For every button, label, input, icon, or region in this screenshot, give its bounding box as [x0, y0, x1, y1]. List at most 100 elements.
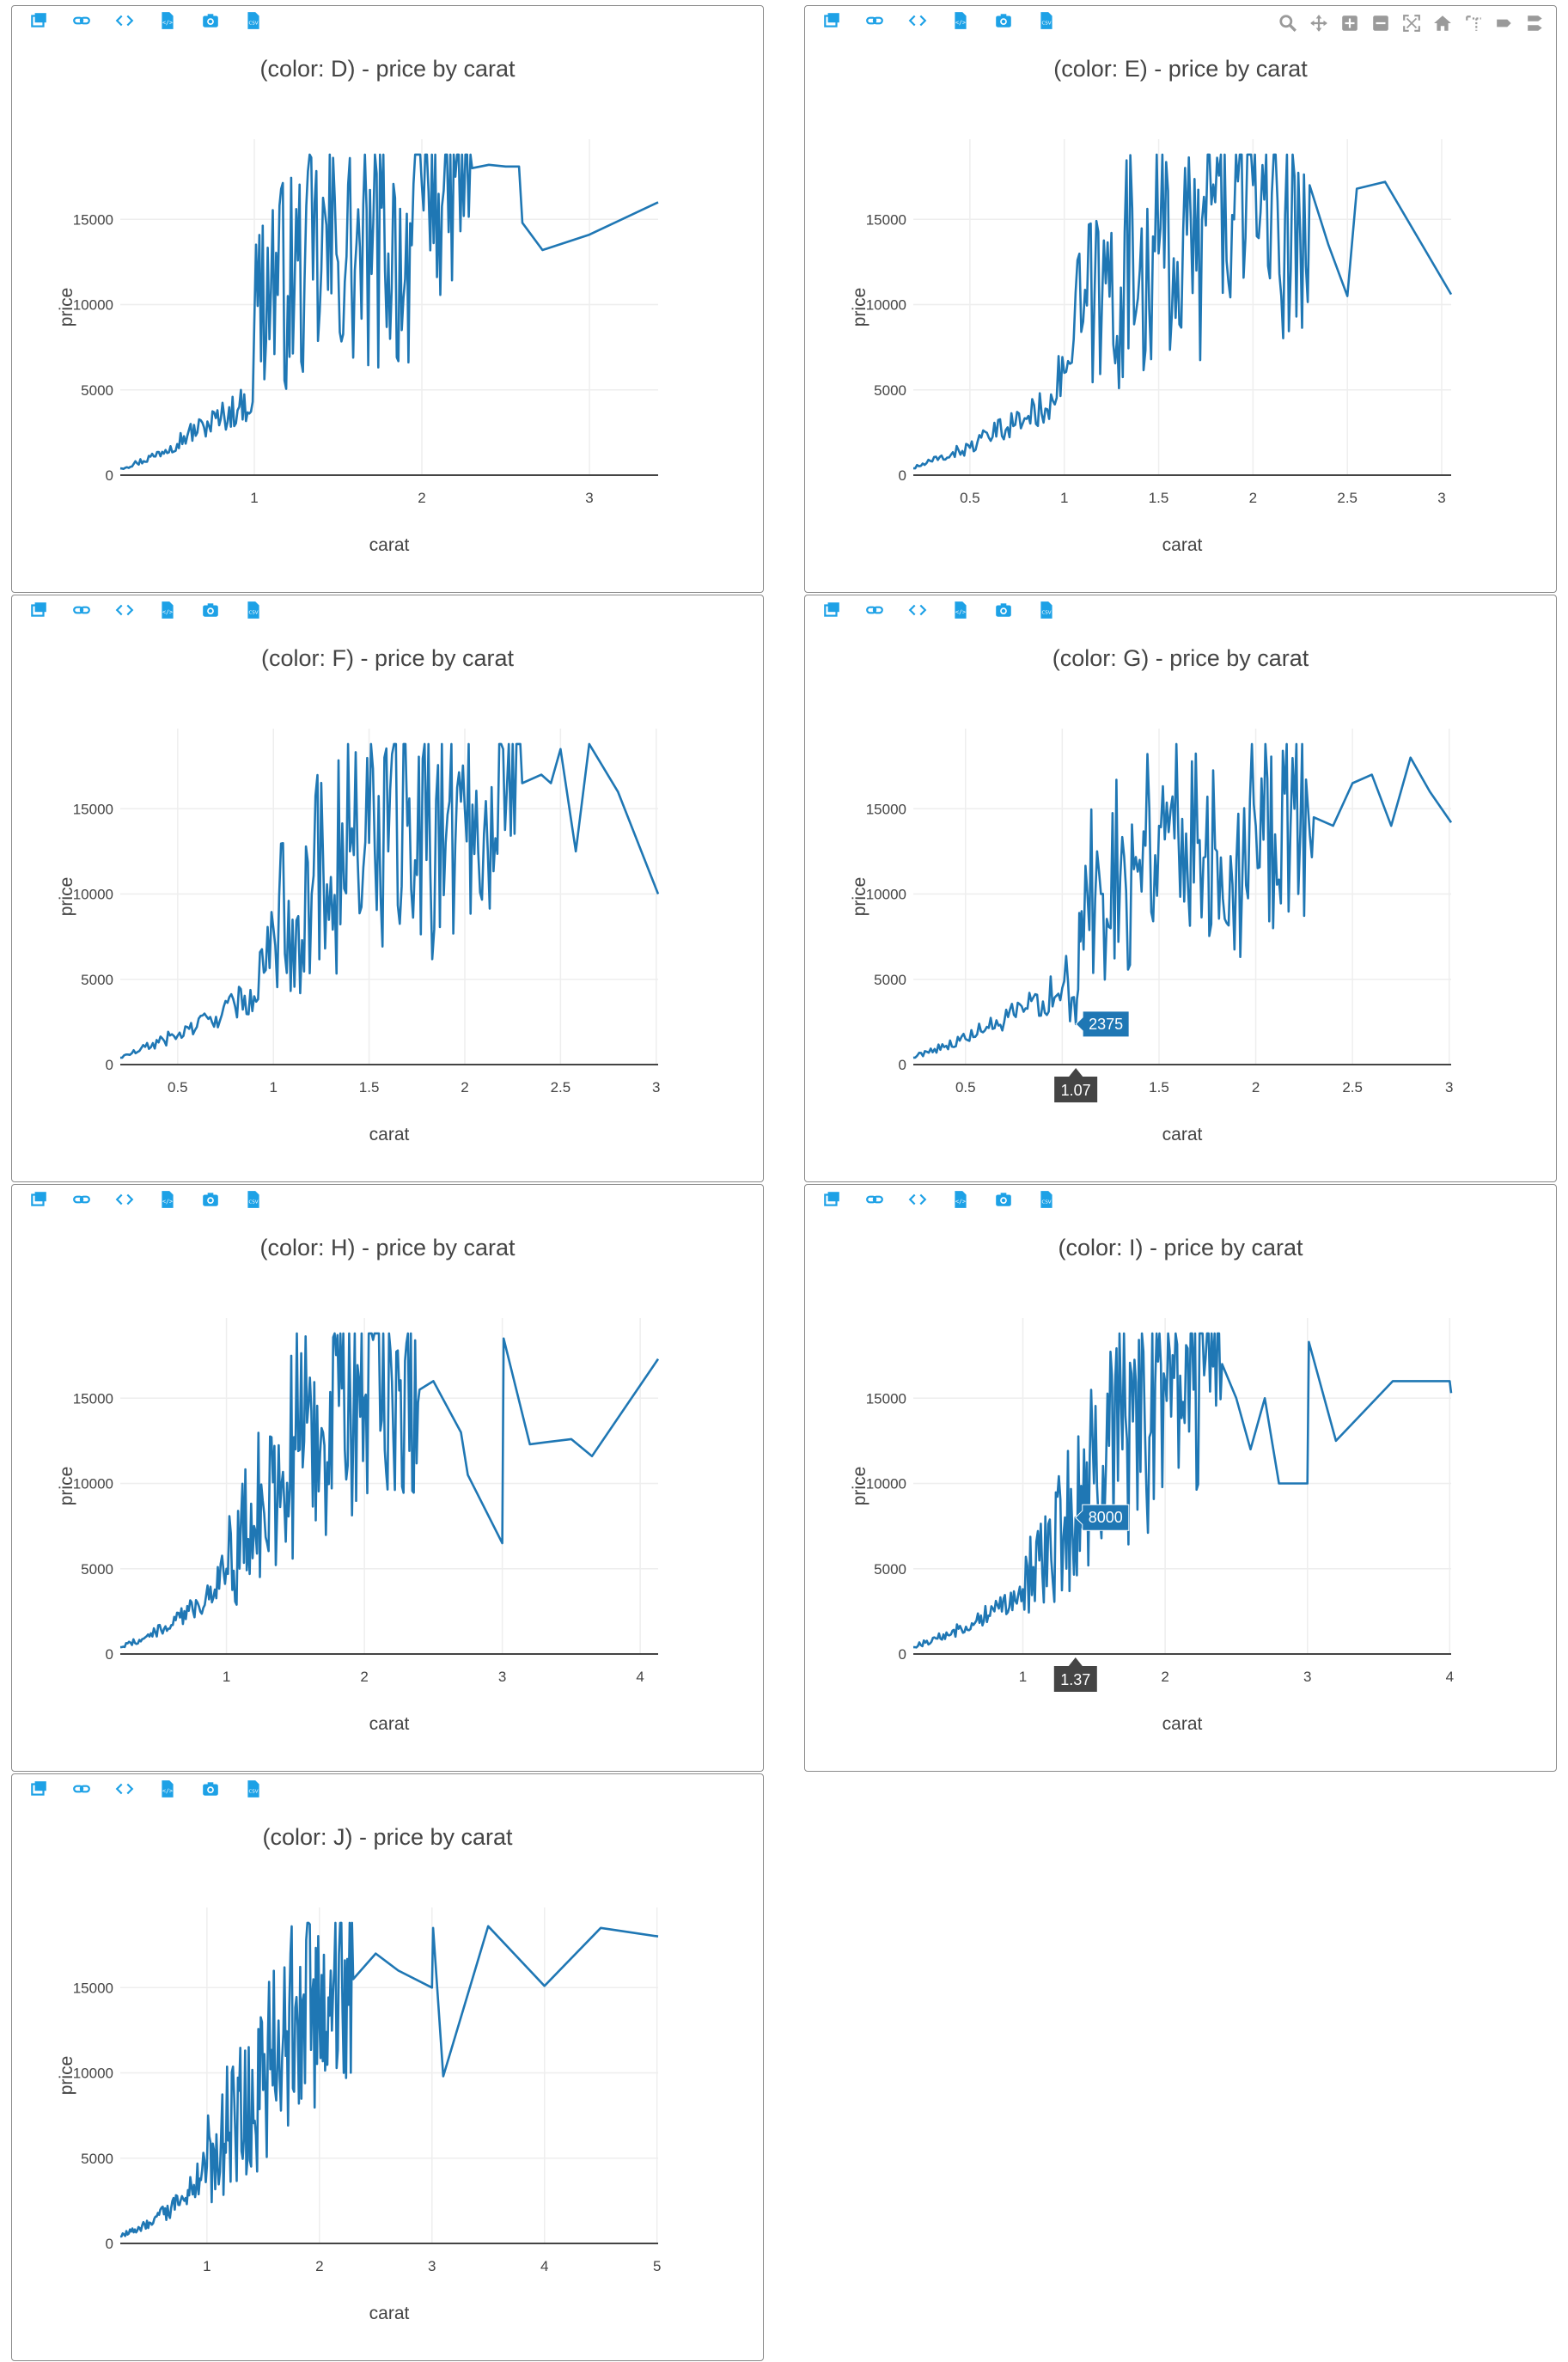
- new-window-button[interactable]: [810, 1190, 853, 1212]
- y-axis-label: price: [57, 1467, 76, 1506]
- link-button[interactable]: [60, 11, 103, 34]
- camera-button[interactable]: [189, 1190, 232, 1212]
- code-icon: [908, 1190, 927, 1213]
- chart-plot[interactable]: 1 2 3 4 0 5000 10000 15000 carat price: [12, 1185, 765, 1773]
- new-window-button[interactable]: [17, 601, 60, 623]
- hover-x-label: 1.07: [1054, 1068, 1098, 1102]
- code-button[interactable]: [103, 11, 146, 34]
- svg-text:CSV: CSV: [1041, 21, 1051, 26]
- y-tick-label: 10000: [73, 887, 113, 903]
- x-tick-label: 1.5: [1149, 1079, 1169, 1096]
- chart-title: (color: J) - price by carat: [262, 1824, 513, 1850]
- hover-y-value: 2375: [1089, 1016, 1123, 1033]
- autoscale-button[interactable]: [1398, 13, 1425, 37]
- html-file-button[interactable]: </>: [146, 1190, 189, 1212]
- chart-plot[interactable]: 0.511.522.53050001000015000caratprice237…: [805, 595, 1558, 1183]
- y-tick-label: 0: [106, 467, 113, 484]
- link-button[interactable]: [60, 1190, 103, 1212]
- y-tick-label: 0: [899, 1057, 906, 1073]
- y-tick-label: 10000: [866, 297, 906, 314]
- camera-button[interactable]: [189, 1779, 232, 1802]
- series-line-price[interactable]: [912, 1332, 1453, 1649]
- x-axis-label: carat: [369, 1125, 410, 1144]
- camera-button[interactable]: [189, 11, 232, 34]
- chart-plot[interactable]: 0.5 1 1.5 2 2.5 3 0 5000 10000 15000 carat price: [12, 595, 765, 1183]
- series-line-price[interactable]: [913, 153, 1453, 470]
- link-button[interactable]: [60, 601, 103, 623]
- csv-file-icon: CSV: [1037, 11, 1056, 34]
- hover-compare-button[interactable]: [1522, 13, 1549, 37]
- y-tick-label: 5000: [81, 2151, 113, 2167]
- html-file-button[interactable]: </>: [146, 11, 189, 34]
- hover-tooltip: 2375: [1075, 1010, 1130, 1038]
- csv-file-button[interactable]: CSV: [232, 1190, 275, 1212]
- link-icon: [72, 1779, 91, 1803]
- y-tick-label: 15000: [73, 1980, 113, 1996]
- y-tick-label: 0: [106, 1057, 113, 1073]
- zoom-out-button[interactable]: [1367, 13, 1394, 37]
- link-icon: [72, 601, 91, 624]
- chart-plot[interactable]: 1 2 3 4 0 5000 10000 15000 carat price 8000 1.37: [805, 1185, 1558, 1773]
- hover-y-value: 8000: [1089, 1509, 1123, 1526]
- new-window-button[interactable]: [17, 11, 60, 34]
- svg-text:CSV: CSV: [248, 1199, 258, 1205]
- html-file-icon: </>: [951, 601, 970, 624]
- chart-toolbar: </> CSV: [810, 1190, 1068, 1212]
- x-tick-label: 1: [250, 490, 258, 506]
- x-tick-label: 1: [1019, 1669, 1027, 1685]
- link-icon: [865, 1190, 884, 1213]
- code-button[interactable]: [896, 1190, 939, 1212]
- new-window-button[interactable]: [17, 1779, 60, 1802]
- link-icon: [72, 1190, 91, 1213]
- code-button[interactable]: [103, 1779, 146, 1802]
- csv-file-button[interactable]: CSV: [1025, 601, 1068, 623]
- new-window-button[interactable]: [17, 1190, 60, 1212]
- spike-lines-button[interactable]: [1460, 13, 1487, 37]
- html-file-button[interactable]: </>: [939, 11, 982, 34]
- zoom-in-button[interactable]: [1336, 13, 1364, 37]
- chart-title: (color: I) - price by carat: [1058, 1235, 1303, 1260]
- code-button[interactable]: [896, 601, 939, 623]
- new-window-button[interactable]: [810, 601, 853, 623]
- csv-file-icon: CSV: [244, 1190, 263, 1213]
- chart-plot[interactable]: 1 2 3 0 5000 10000 15000 carat price: [12, 6, 765, 594]
- link-button[interactable]: [853, 11, 896, 34]
- svg-text:CSV: CSV: [1041, 1199, 1051, 1205]
- csv-file-button[interactable]: CSV: [232, 601, 275, 623]
- hover-closest-button[interactable]: [1491, 13, 1518, 37]
- chart-plot[interactable]: 1 2 3 4 5 0 5000 10000 15000 carat price: [12, 1774, 765, 2362]
- svg-text:</>: </>: [955, 19, 966, 26]
- series-line-price[interactable]: [912, 742, 1453, 1059]
- link-button[interactable]: [853, 1190, 896, 1212]
- html-file-button[interactable]: </>: [146, 601, 189, 623]
- csv-file-button[interactable]: CSV: [1025, 11, 1068, 34]
- series-line-price[interactable]: [119, 153, 659, 470]
- series-line-price[interactable]: [119, 1921, 659, 2238]
- reset-axes-button[interactable]: [1429, 13, 1456, 37]
- csv-file-button[interactable]: CSV: [232, 1779, 275, 1802]
- pan-button[interactable]: [1305, 13, 1333, 37]
- html-file-button[interactable]: </>: [939, 601, 982, 623]
- chart-title: (color: H) - price by carat: [259, 1235, 516, 1260]
- camera-button[interactable]: [982, 11, 1025, 34]
- new-window-button[interactable]: [810, 11, 853, 34]
- camera-button[interactable]: [982, 1190, 1025, 1212]
- csv-file-button[interactable]: CSV: [232, 11, 275, 34]
- html-file-button[interactable]: </>: [146, 1779, 189, 1802]
- code-button[interactable]: [896, 11, 939, 34]
- camera-button[interactable]: [189, 601, 232, 623]
- hover-tooltip: 8000: [1075, 1504, 1130, 1531]
- series-line-price[interactable]: [119, 742, 660, 1059]
- code-button[interactable]: [103, 1190, 146, 1212]
- chart-plot[interactable]: 0.5 1 1.5 2 2.5 3 0 5000 10000 15000 carat price: [805, 6, 1558, 594]
- html-file-button[interactable]: </>: [939, 1190, 982, 1212]
- csv-file-button[interactable]: CSV: [1025, 1190, 1068, 1212]
- x-tick-label: 2: [1161, 1669, 1168, 1685]
- link-button[interactable]: [60, 1779, 103, 1802]
- code-button[interactable]: [103, 601, 146, 623]
- y-tick-label: 0: [106, 2236, 113, 2252]
- camera-button[interactable]: [982, 601, 1025, 623]
- zoom-button[interactable]: [1274, 13, 1302, 37]
- link-button[interactable]: [853, 601, 896, 623]
- series-line-price[interactable]: [119, 1332, 660, 1649]
